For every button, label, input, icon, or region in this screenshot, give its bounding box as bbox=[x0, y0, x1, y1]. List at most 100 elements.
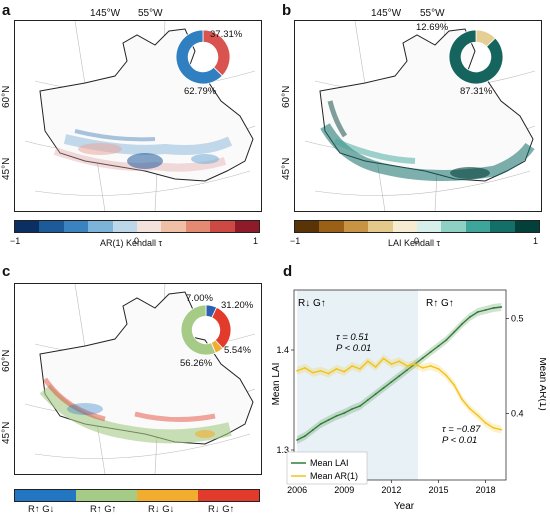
panel-c-category-label-1: R↑ G↓ bbox=[28, 504, 55, 515]
series-2-point-6 bbox=[335, 367, 338, 370]
panel-a-lat-label-45n: 45°N bbox=[1, 157, 12, 180]
x-tick-label-4: 2015 bbox=[428, 485, 448, 495]
panel-d-annotation-1-p: P < 0.01 bbox=[336, 343, 371, 354]
y-tick-label-2: 1.4 bbox=[276, 345, 289, 355]
panel-c-letter: c bbox=[2, 263, 11, 280]
series-2-point-16 bbox=[414, 363, 416, 365]
y2-tick-label-1: 0.4 bbox=[511, 409, 524, 419]
series-2-point-17 bbox=[421, 367, 424, 369]
panel-c-category-label-2: R↑ G↑ bbox=[90, 504, 117, 515]
series-1-point-17 bbox=[421, 357, 424, 359]
panel-c-donut-label-blue: 7.00% bbox=[186, 293, 213, 304]
panel-a-lon-label-55w: 55°W bbox=[138, 8, 163, 19]
series-1-point-23 bbox=[468, 316, 471, 318]
series-2-point-21 bbox=[453, 384, 456, 386]
series-1-point-15 bbox=[406, 369, 408, 371]
series-2-point-22 bbox=[461, 398, 463, 401]
series-1-point-1 bbox=[296, 439, 299, 441]
panel-d-xlabel: Year bbox=[394, 501, 415, 512]
panel-c-donut-label-red: 31.20% bbox=[221, 300, 254, 311]
panel-c-donut-label-orange: 5.54% bbox=[224, 345, 251, 356]
panel-c-lat-label-60n: 60°N bbox=[1, 349, 12, 372]
series-band-2 bbox=[297, 354, 502, 434]
panel-b-colorbar bbox=[294, 220, 540, 233]
panel-b-colorbar-tick-max: 1 bbox=[533, 236, 539, 246]
series-1-point-22 bbox=[461, 323, 463, 325]
panel-d-plot-frame bbox=[293, 289, 507, 481]
series-2-point-9 bbox=[359, 367, 361, 370]
panel-d-region-label-left: R↓ G↑ bbox=[298, 298, 326, 309]
series-1-point-3 bbox=[311, 429, 314, 431]
panel-b-map bbox=[294, 20, 542, 212]
series-1-point-10 bbox=[366, 399, 369, 401]
panel-b-colorbar-segment-5 bbox=[392, 221, 418, 232]
panel-b-colorbar-segment-1 bbox=[295, 221, 320, 232]
panel-c-category-label-4: R↓ G↑ bbox=[208, 504, 235, 515]
x-tick-label-3: 2012 bbox=[381, 485, 401, 495]
panel-d-annotation-2-p: P < 0.01 bbox=[442, 435, 477, 446]
series-1-point-18 bbox=[429, 351, 432, 353]
series-1-point-8 bbox=[351, 408, 354, 410]
panel-a-colorbar-segment-10 bbox=[234, 221, 260, 232]
panel-b-lon-label-145w: 145°W bbox=[371, 8, 402, 19]
series-1-point-25 bbox=[484, 309, 487, 311]
panel-b-colorbar-segment-6 bbox=[417, 221, 442, 232]
series-2-point-7 bbox=[343, 370, 346, 373]
panel-b-colorbar-tick-zero: 0 bbox=[414, 236, 420, 246]
panel-d-legend-box bbox=[286, 451, 368, 485]
panel-a-colorbar-segment-9 bbox=[210, 221, 235, 232]
panel-b-colorbar-segment-8 bbox=[465, 221, 491, 232]
panel-a-lon-label-145w: 145°W bbox=[90, 8, 121, 19]
panel-b-lon-label-55w: 55°W bbox=[420, 8, 445, 19]
panel-b-colorbar-segment-9 bbox=[490, 221, 515, 232]
panel-a-colorbar-segment-2 bbox=[39, 221, 64, 232]
series-2-point-19 bbox=[437, 367, 440, 370]
panel-d-legend-label-ar1: Mean AR(1) bbox=[310, 471, 358, 481]
panel-c-category-bar bbox=[14, 489, 260, 502]
panel-d-shaded-period bbox=[297, 290, 419, 480]
panel-a-colorbar-segment-1 bbox=[15, 221, 40, 232]
series-1-point-27 bbox=[500, 306, 503, 308]
panel-c-category-segment-3 bbox=[137, 490, 198, 501]
panel-b-colorbar-segment-3 bbox=[343, 221, 369, 232]
panel-a-colorbar-tick-max: 1 bbox=[253, 236, 259, 246]
panel-d-region-label-right: R↑ G↑ bbox=[426, 298, 454, 309]
series-1-point-26 bbox=[492, 307, 495, 309]
panel-d-letter: d bbox=[283, 263, 293, 280]
series-2-point-3 bbox=[311, 371, 314, 374]
series-1-point-11 bbox=[374, 393, 377, 395]
series-2-point-4 bbox=[319, 369, 322, 372]
panel-b-lat-label-60n: 60°N bbox=[281, 85, 292, 108]
panel-a-colorbar-label: AR(1) Kendall τ bbox=[100, 238, 163, 248]
series-1-point-12 bbox=[382, 387, 385, 389]
series-1-point-21 bbox=[453, 331, 456, 333]
panel-c-category-segment-4 bbox=[198, 490, 259, 501]
panel-a-letter: a bbox=[2, 2, 11, 19]
series-2-point-11 bbox=[374, 366, 377, 368]
series-2-point-24 bbox=[476, 414, 479, 417]
panel-b-colorbar-segment-7 bbox=[441, 221, 466, 232]
panel-b-colorbar-segment-10 bbox=[514, 221, 540, 232]
series-1-point-7 bbox=[343, 412, 346, 414]
series-1-point-5 bbox=[327, 419, 330, 421]
series-1-point-6 bbox=[335, 415, 338, 417]
panel-b-colorbar-label: LAI Kendall τ bbox=[388, 238, 441, 248]
panel-b-donut-label-negative: 12.69% bbox=[416, 22, 449, 33]
panel-a-donut-label-positive: 37.31% bbox=[210, 29, 243, 40]
x-tick-label-2: 2009 bbox=[334, 485, 354, 495]
x-tick-label-5: 2018 bbox=[476, 485, 496, 495]
panel-c-category-label-3: R↓ G↓ bbox=[148, 504, 175, 515]
panel-b-lat-label-45n: 45°N bbox=[281, 157, 292, 180]
series-1-point-20 bbox=[445, 339, 448, 341]
panel-a-lat-label-60n: 60°N bbox=[1, 85, 12, 108]
panel-a-colorbar-segment-4 bbox=[88, 221, 113, 232]
series-2-point-20 bbox=[445, 374, 448, 377]
panel-a-colorbar-segment-3 bbox=[63, 221, 89, 232]
panel-b-colorbar-tick-min: −1 bbox=[290, 236, 301, 246]
series-1-point-4 bbox=[319, 423, 322, 425]
series-2-point-12 bbox=[382, 357, 385, 360]
panel-c-map-svg bbox=[24, 284, 256, 474]
series-1-point-13 bbox=[390, 381, 393, 383]
panel-b-donut bbox=[448, 29, 504, 85]
panel-b-map-svg bbox=[304, 21, 536, 211]
